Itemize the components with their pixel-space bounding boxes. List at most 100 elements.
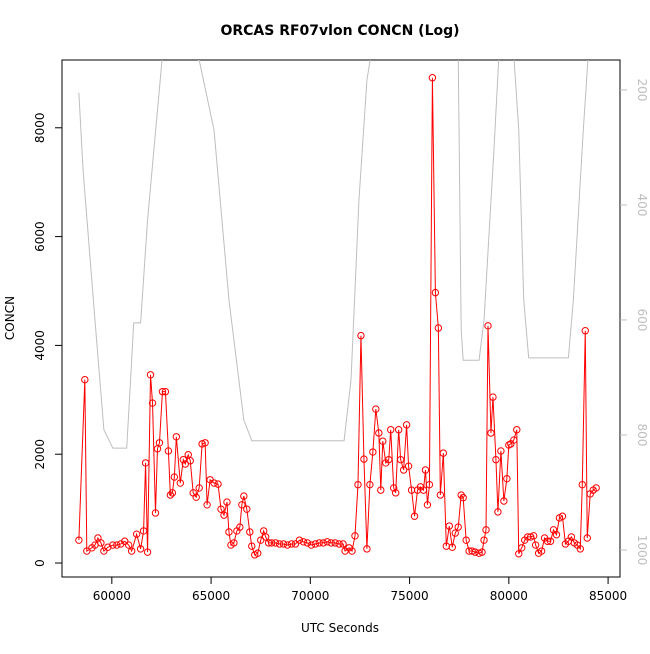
data-point [402, 421, 411, 429]
y-tick-label: 0 [33, 559, 47, 567]
data-point [421, 466, 430, 474]
y2-tick-label: 200 [635, 78, 649, 101]
y-axis-label: CONCN [3, 296, 17, 340]
data-point [132, 530, 141, 538]
data-point [170, 473, 179, 481]
data-point [223, 498, 231, 506]
data-point [478, 548, 486, 556]
x-tick-label: 65000 [192, 589, 230, 603]
data-point [428, 74, 437, 82]
data-point [220, 511, 228, 519]
data-point [583, 534, 591, 542]
data-point [419, 486, 428, 494]
data-point [176, 479, 185, 487]
x-tick-label: 70000 [291, 589, 329, 603]
data-point [248, 542, 256, 550]
data-point [311, 540, 319, 548]
data-point [243, 505, 251, 513]
data-point [113, 541, 121, 549]
data-point [510, 436, 518, 444]
data-point [394, 426, 403, 434]
data-point [448, 543, 456, 551]
data-point [100, 547, 108, 555]
data-point [537, 547, 546, 555]
data-point [500, 497, 508, 505]
data-point [348, 547, 356, 555]
data-point [210, 479, 218, 487]
data-point [480, 536, 488, 544]
data-point [335, 540, 343, 548]
data-point [192, 493, 200, 501]
data-point [230, 539, 238, 547]
data-point [225, 528, 233, 536]
data-point [354, 480, 362, 489]
data-point [513, 426, 521, 434]
x-tick-label: 80000 [490, 589, 528, 603]
data-point [543, 537, 552, 545]
data-point [515, 550, 523, 558]
data-point [375, 429, 383, 437]
data-point [83, 547, 91, 555]
data-point [186, 457, 194, 465]
data-point [425, 480, 434, 489]
data-point [459, 494, 467, 502]
data-point [503, 474, 511, 483]
data-point [151, 509, 160, 517]
data-point [494, 508, 502, 516]
y-tick-label: 8000 [33, 113, 47, 144]
data-point [279, 540, 288, 548]
data-point [179, 455, 187, 464]
data-point [143, 548, 152, 556]
data-point [578, 480, 586, 489]
x-axis-label: UTC Seconds [301, 621, 379, 635]
data-point [158, 387, 167, 396]
x-tick-label: 85000 [589, 589, 627, 603]
data-point [201, 439, 209, 447]
data-point [267, 539, 276, 547]
data-point [161, 387, 170, 396]
data-point [331, 539, 339, 547]
data-point [141, 459, 150, 467]
data-point [487, 429, 495, 437]
data-point [410, 512, 419, 520]
data-point [369, 448, 377, 456]
data-point [484, 322, 492, 330]
data-point [75, 536, 83, 544]
y-tick-label: 2000 [33, 439, 47, 470]
data-point [139, 527, 148, 535]
y2-tick-label: 1000 [635, 535, 649, 566]
data-point [254, 549, 262, 557]
data-point [377, 486, 385, 494]
data-line [78, 77, 597, 556]
data-point [379, 437, 387, 445]
data-point [434, 324, 443, 332]
data-point [404, 462, 413, 470]
data-point [307, 541, 316, 549]
data-point [146, 371, 155, 379]
data-point [399, 466, 408, 474]
data-point [357, 331, 365, 340]
data-point [567, 533, 576, 541]
data-point [436, 491, 445, 499]
data-point [576, 545, 584, 553]
chart-title: ORCAS RF07vlon CONCN (Log) [220, 23, 459, 39]
data-point [203, 501, 211, 509]
data-line [78, 60, 589, 449]
data-point [303, 539, 312, 547]
data-point [236, 523, 244, 531]
data-point [546, 537, 555, 545]
data-point [592, 484, 600, 492]
data-point [319, 539, 327, 547]
y2-tick-label: 600 [635, 308, 649, 331]
data-point [109, 541, 117, 549]
data-point [81, 375, 89, 384]
data-point [492, 455, 500, 464]
data-point [136, 545, 145, 553]
data-point [327, 539, 335, 547]
plot-area [75, 60, 600, 559]
data-point [127, 547, 136, 555]
data-point [283, 541, 292, 549]
data-point [451, 529, 459, 537]
